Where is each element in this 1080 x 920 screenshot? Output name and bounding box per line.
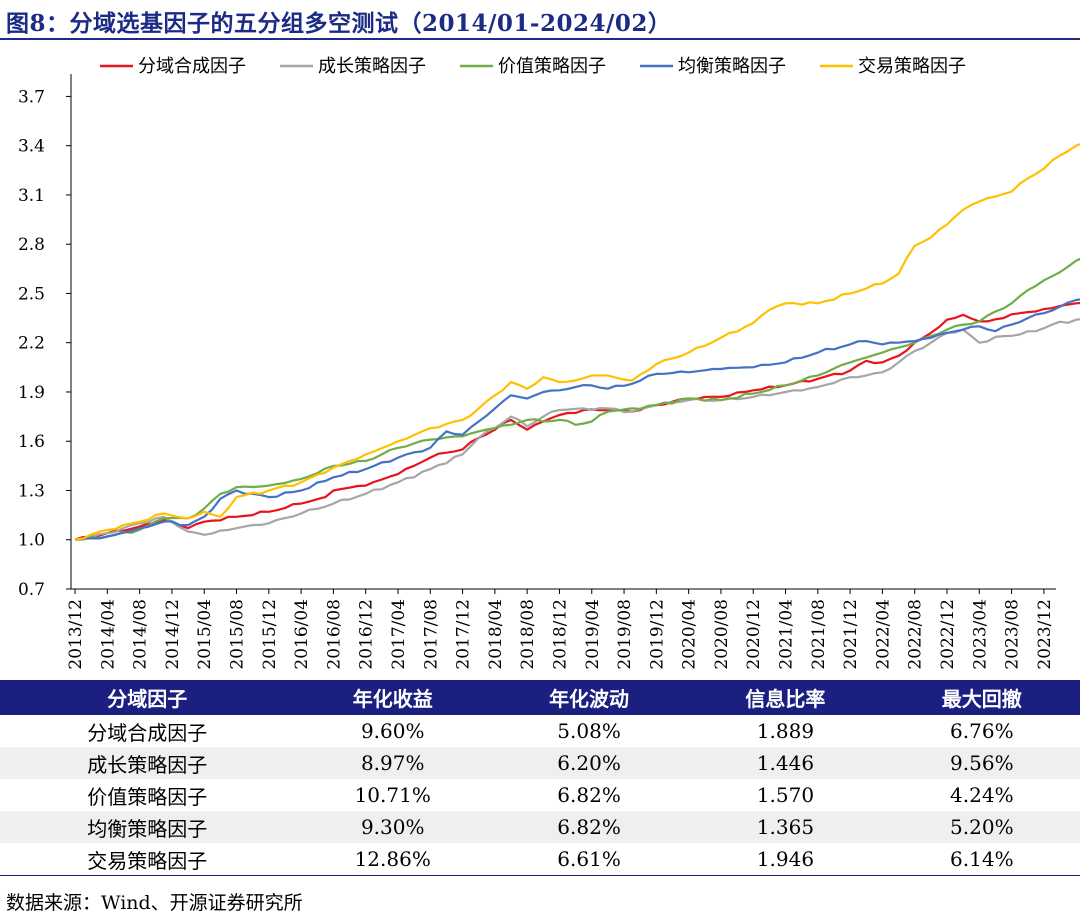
table-row: 价值策略因子 10.71% 6.82% 1.570 4.24% bbox=[0, 779, 1080, 811]
x-tick-label: 2016/04 bbox=[292, 599, 312, 670]
x-tick-label: 2023/12 bbox=[1035, 599, 1055, 670]
table-cell: 1.889 bbox=[756, 719, 815, 743]
table-cell: 9.60% bbox=[360, 719, 425, 743]
y-tick-label: 1.3 bbox=[18, 481, 45, 501]
x-tick-label: 2020/04 bbox=[680, 599, 700, 670]
table-row: 均衡策略因子 9.30% 6.82% 1.365 5.20% bbox=[0, 811, 1080, 843]
table-cell: 6.61% bbox=[490, 843, 688, 876]
x-tick-label: 2021/08 bbox=[809, 599, 829, 670]
y-tick-label: 3.7 bbox=[18, 87, 45, 107]
x-tick-label: 2013/12 bbox=[66, 599, 86, 670]
legend-label: 成长策略因子 bbox=[318, 56, 426, 77]
table-cell: 分域合成因子 bbox=[87, 720, 208, 745]
x-tick-label: 2017/12 bbox=[454, 599, 474, 670]
table-cell: 价值策略因子 bbox=[87, 784, 208, 809]
legend-label: 交易策略因子 bbox=[858, 56, 966, 77]
table-cell: 交易策略因子 bbox=[0, 843, 295, 876]
table-cell: 6.82% bbox=[490, 811, 688, 843]
y-tick-label: 3.1 bbox=[18, 186, 45, 206]
table-row: 交易策略因子 12.86% 6.61% 1.946 6.14% bbox=[0, 843, 1080, 876]
table-cell: 6.76% bbox=[950, 719, 1014, 743]
table-cell: 6.20% bbox=[490, 747, 688, 779]
x-tick-label: 2022/04 bbox=[873, 599, 893, 670]
figure-title: 图8：分域选基因子的五分组多空测试（2014/01-2024/02） bbox=[6, 10, 672, 37]
series-line bbox=[74, 298, 1080, 541]
table-header-cell: 年化收益 bbox=[294, 680, 491, 715]
table-row: 分域合成因子 9.60% 5.08% 1.889 6.76% bbox=[0, 715, 1080, 747]
table-cell: 1.570 bbox=[756, 783, 815, 807]
x-tick-label: 2015/04 bbox=[195, 599, 215, 670]
y-tick-label: 2.8 bbox=[18, 235, 45, 255]
x-tick-label: 2023/04 bbox=[970, 599, 990, 670]
x-tick-label: 2018/12 bbox=[550, 599, 570, 670]
x-tick-label: 2016/12 bbox=[357, 599, 377, 670]
x-tick-label: 2019/12 bbox=[647, 599, 667, 670]
x-tick-label: 2017/04 bbox=[389, 599, 409, 670]
x-tick-label: 2021/04 bbox=[777, 599, 797, 670]
table-header-cell: 年化波动 bbox=[490, 680, 688, 715]
chart-axes: 0.7 1.0 1.3 1.6 1.9 2.2 2.5 2.8 3.1 3.4 3.7 2013/12… bbox=[18, 74, 1056, 670]
y-tick-label: 2.2 bbox=[18, 334, 45, 354]
table-header-cell: 分域因子 bbox=[0, 680, 295, 715]
x-tick-label: 2019/08 bbox=[615, 599, 635, 670]
x-tick-label: 2020/08 bbox=[712, 599, 732, 670]
table-header-cell: 信息比率 bbox=[687, 680, 884, 715]
title-divider bbox=[0, 38, 1080, 40]
table-cell: 1.946 bbox=[687, 843, 884, 876]
x-tick-label: 2018/08 bbox=[518, 599, 538, 670]
x-tick-label: 2022/12 bbox=[938, 599, 958, 670]
table-cell: 12.86% bbox=[294, 843, 491, 876]
x-tick-label: 2017/08 bbox=[421, 599, 441, 670]
series-line bbox=[74, 318, 1080, 541]
series-line bbox=[74, 257, 1080, 541]
table-cell: 10.71% bbox=[354, 783, 431, 807]
y-tick-label: 2.5 bbox=[18, 284, 45, 304]
table-cell: 5.08% bbox=[557, 719, 621, 743]
table-cell: 8.97% bbox=[294, 747, 491, 779]
y-tick-label: 1.6 bbox=[18, 432, 45, 452]
x-tick-label: 2019/04 bbox=[583, 599, 603, 670]
chart-legend: 分域合成因子 成长策略因子 价值策略因子 均衡策略因子 交易策略因子 bbox=[100, 56, 966, 77]
table-header-row: 分域因子 年化收益 年化波动 信息比率 最大回撤 bbox=[0, 680, 1080, 715]
x-tick-label: 2014/12 bbox=[163, 599, 183, 670]
y-tick-label: 1.0 bbox=[18, 531, 45, 551]
legend-label: 价值策略因子 bbox=[498, 56, 606, 77]
series-line bbox=[74, 301, 1080, 541]
source-note: 数据来源：Wind、开源证券研究所 bbox=[6, 892, 303, 914]
table-cell: 4.24% bbox=[950, 783, 1014, 807]
table-cell: 成长策略因子 bbox=[0, 747, 295, 779]
table-cell: 9.56% bbox=[883, 747, 1080, 779]
x-tick-label: 2014/08 bbox=[131, 599, 151, 670]
x-tick-label: 2023/08 bbox=[1003, 599, 1023, 670]
legend-label: 均衡策略因子 bbox=[678, 56, 786, 77]
table-cell: 9.30% bbox=[294, 811, 491, 843]
x-tick-label: 2015/08 bbox=[228, 599, 248, 670]
stats-table: 分域因子 年化收益 年化波动 信息比率 最大回撤 分域合成因子 9.60% 5.… bbox=[0, 680, 1080, 876]
x-tick-label: 2015/12 bbox=[260, 599, 280, 670]
series-line bbox=[74, 143, 1080, 541]
table-cell: 均衡策略因子 bbox=[0, 811, 295, 843]
table-cell: 6.14% bbox=[883, 843, 1080, 876]
table-row: 成长策略因子 8.97% 6.20% 1.446 9.56% bbox=[0, 747, 1080, 779]
line-chart: 0.7 1.0 1.3 1.6 1.9 2.2 2.5 2.8 3.1 3.4 3.7 2013/12… bbox=[18, 56, 1080, 670]
x-tick-label: 2014/04 bbox=[98, 599, 118, 670]
table-header-cell: 最大回撤 bbox=[883, 680, 1080, 715]
y-tick-label: 0.7 bbox=[18, 580, 45, 600]
table-cell: 6.82% bbox=[557, 783, 621, 807]
x-tick-label: 2018/04 bbox=[486, 599, 506, 670]
table-cell: 1.365 bbox=[687, 811, 884, 843]
table-cell: 1.446 bbox=[687, 747, 884, 779]
x-tick-label: 2016/08 bbox=[324, 599, 344, 670]
series-layer bbox=[74, 143, 1080, 541]
table-cell: 5.20% bbox=[883, 811, 1080, 843]
y-tick-label: 3.4 bbox=[18, 137, 45, 157]
legend-label: 分域合成因子 bbox=[138, 56, 246, 77]
x-tick-label: 2022/08 bbox=[906, 599, 926, 670]
x-tick-label: 2020/12 bbox=[744, 599, 764, 670]
x-tick-label: 2021/12 bbox=[841, 599, 861, 670]
y-tick-label: 1.9 bbox=[18, 383, 45, 403]
